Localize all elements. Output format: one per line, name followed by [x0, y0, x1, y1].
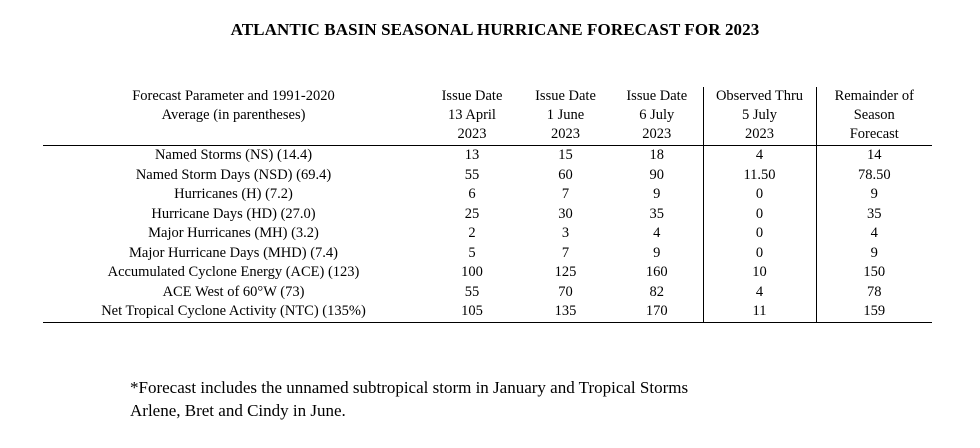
- cell-observed: 0: [702, 243, 816, 263]
- header-remainder-forecast: Remainder of Season Forecast: [815, 87, 932, 146]
- cell-1-june: 30: [558, 205, 573, 222]
- table-row: Hurricanes (H) (7.2) 6 7 9 0 9: [43, 185, 932, 205]
- cell-6-july: 4: [653, 225, 661, 241]
- cell-13-april: 55: [464, 166, 480, 183]
- cell-1-june: 7: [561, 186, 570, 202]
- table-row: Major Hurricane Days (MHD) (7.4) 5 7 9 0…: [43, 243, 932, 263]
- cell-6-july: 82: [649, 283, 665, 300]
- cell-13-april: 5: [468, 244, 476, 261]
- cell-remainder: 9: [815, 243, 932, 263]
- table-row: Net Tropical Cyclone Activity (NTC) (135…: [43, 302, 932, 323]
- cell-observed: 10: [702, 263, 816, 283]
- header-issue-1-june: Issue Date 1 June 2023: [535, 88, 596, 142]
- cell-6-july: 35: [649, 205, 665, 222]
- row-parameter: Accumulated Cyclone Energy (ACE) (123): [107, 264, 360, 280]
- cell-6-july: 9: [653, 244, 661, 261]
- cell-remainder: 4: [815, 224, 932, 244]
- row-parameter: Hurricanes (H) (7.2): [174, 186, 293, 202]
- cell-observed: 11: [702, 302, 816, 323]
- cell-1-june: 3: [561, 225, 570, 241]
- cell-6-july: 90: [649, 166, 665, 183]
- cell-remainder: 78: [815, 282, 932, 302]
- row-parameter: Major Hurricane Days (MHD) (7.4): [129, 244, 338, 261]
- cell-6-july: 160: [645, 264, 668, 280]
- footnote-line: Arlene, Bret and Cindy in June.: [130, 401, 346, 420]
- cell-remainder: 35: [815, 204, 932, 224]
- table-row: ACE West of 60°W (73) 55 70 82 4 78: [43, 282, 932, 302]
- forecast-table: Forecast Parameter and 1991-2020 Average…: [43, 87, 932, 323]
- cell-observed: 0: [702, 204, 816, 224]
- row-parameter: Major Hurricanes (MH) (3.2): [148, 225, 319, 241]
- cell-remainder: 9: [815, 185, 932, 205]
- cell-6-july: 18: [611, 145, 703, 166]
- cell-1-june: 15: [520, 145, 611, 166]
- cell-13-april: 105: [424, 302, 520, 323]
- header-observed-thru: Observed Thru 5 July 2023: [702, 87, 816, 146]
- cell-observed: 4: [702, 145, 816, 166]
- cell-remainder: 14: [815, 145, 932, 166]
- footnote: *Forecast includes the unnamed subtropic…: [130, 376, 890, 422]
- cell-1-june: 70: [558, 283, 573, 300]
- header-forecast-parameter: Forecast Parameter and 1991-2020 Average…: [132, 88, 335, 123]
- cell-1-june: 60: [558, 166, 573, 183]
- cell-1-june: 125: [554, 264, 577, 280]
- cell-13-april: 6: [468, 186, 476, 202]
- header-issue-6-july: Issue Date 6 July 2023: [626, 88, 688, 142]
- cell-1-june: 135: [520, 302, 611, 323]
- row-parameter: Named Storms (NS) (14.4): [43, 145, 424, 166]
- table-row: Hurricane Days (HD) (27.0) 25 30 35 0 35: [43, 204, 932, 224]
- row-parameter: Named Storm Days (NSD) (69.4): [135, 166, 332, 183]
- header-issue-13-april: Issue Date 13 April 2023: [441, 88, 503, 142]
- table-header-row: Forecast Parameter and 1991-2020 Average…: [43, 87, 932, 146]
- cell-1-june: 7: [561, 244, 570, 261]
- page-title: ATLANTIC BASIN SEASONAL HURRICANE FORECA…: [230, 20, 760, 39]
- cell-13-april: 55: [464, 283, 480, 300]
- cell-13-april: 13: [424, 145, 520, 166]
- cell-remainder: 150: [815, 263, 932, 283]
- cell-remainder: 159: [815, 302, 932, 323]
- table-row: Major Hurricanes (MH) (3.2) 2 3 4 0 4: [43, 224, 932, 244]
- cell-observed: 0: [702, 185, 816, 205]
- footnote-line: *Forecast includes the unnamed subtropic…: [130, 378, 689, 397]
- cell-13-april: 2: [468, 225, 476, 241]
- table-row: Named Storms (NS) (14.4) 13 15 18 4 14: [43, 145, 932, 166]
- table-row: Named Storm Days (NSD) (69.4) 55 60 90 1…: [43, 165, 932, 185]
- cell-remainder: 78.50: [815, 165, 932, 185]
- cell-13-april: 25: [464, 205, 480, 222]
- cell-6-july: 9: [653, 186, 661, 202]
- cell-6-july: 170: [611, 302, 703, 323]
- cell-13-april: 100: [461, 264, 483, 280]
- row-parameter: ACE West of 60°W (73): [162, 283, 305, 300]
- cell-observed: 11.50: [702, 165, 816, 185]
- cell-observed: 4: [702, 282, 816, 302]
- row-parameter: Net Tropical Cyclone Activity (NTC) (135…: [43, 302, 424, 323]
- cell-observed: 0: [702, 224, 816, 244]
- table-row: Accumulated Cyclone Energy (ACE) (123) 1…: [43, 263, 932, 283]
- row-parameter: Hurricane Days (HD) (27.0): [151, 205, 316, 222]
